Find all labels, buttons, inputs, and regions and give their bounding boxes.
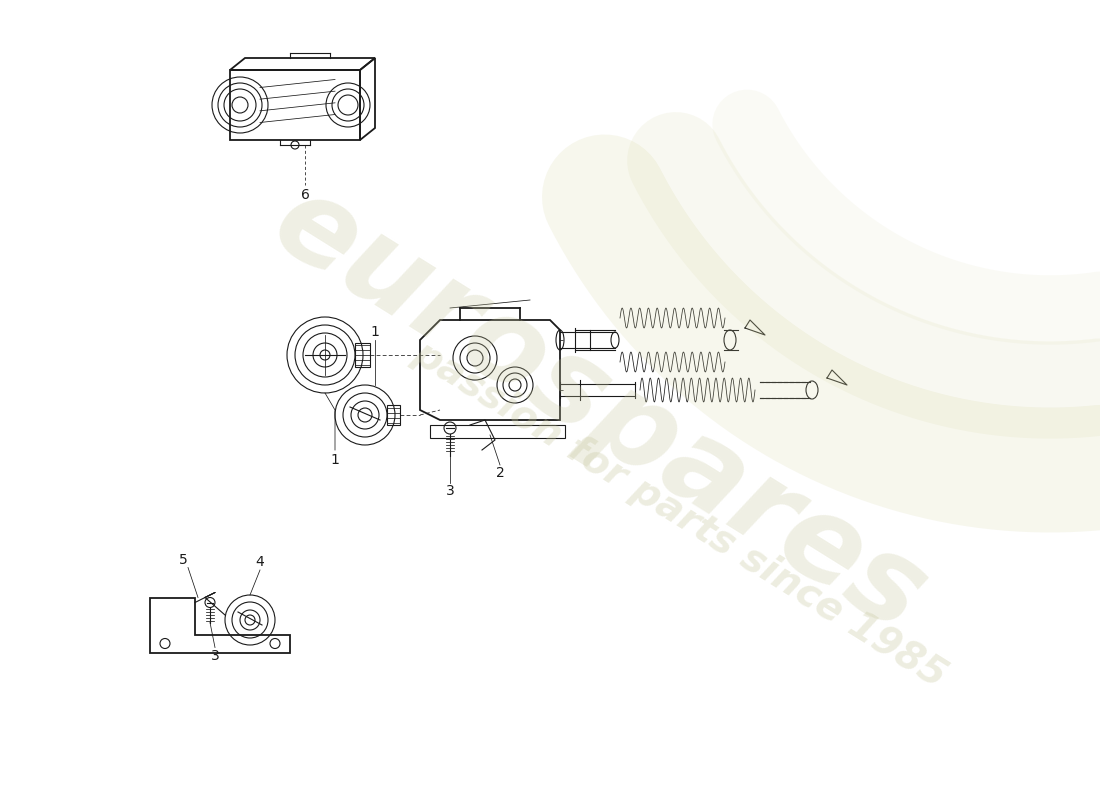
Text: 4: 4 [255, 555, 264, 569]
Text: passion for parts since 1985: passion for parts since 1985 [407, 334, 954, 696]
Text: 5: 5 [178, 553, 187, 566]
Text: 6: 6 [300, 188, 309, 202]
Text: 1: 1 [331, 453, 340, 467]
Text: 3: 3 [446, 484, 454, 498]
Text: eurospares: eurospares [253, 163, 947, 657]
Text: 3: 3 [210, 649, 219, 662]
Text: 1: 1 [371, 325, 380, 339]
Text: 2: 2 [496, 466, 505, 480]
